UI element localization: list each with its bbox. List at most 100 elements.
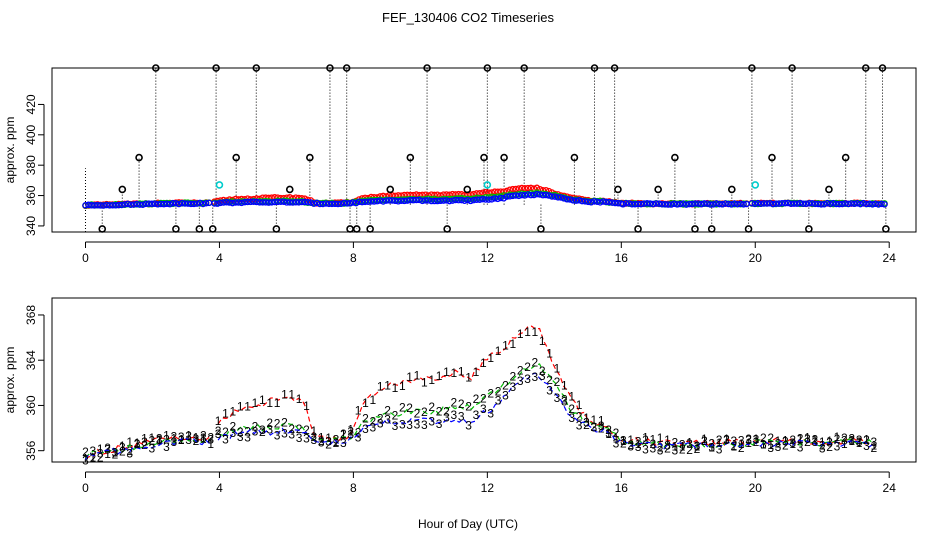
series-1-marker: 1 bbox=[473, 365, 480, 379]
top-series-3-point bbox=[385, 197, 393, 204]
series-2-marker: 2 bbox=[325, 437, 332, 451]
top-series-3-point bbox=[398, 197, 405, 204]
series-1-marker: 1 bbox=[244, 399, 251, 413]
top-series-3-point bbox=[313, 199, 321, 207]
series-1-marker: 1 bbox=[834, 430, 841, 444]
outlier-point bbox=[98, 225, 107, 233]
series-3-marker: 3 bbox=[487, 406, 494, 420]
series-2-line bbox=[85, 437, 211, 458]
series-2-marker: 2 bbox=[207, 431, 214, 445]
outlier-point bbox=[520, 64, 528, 72]
top-series-3-point bbox=[328, 200, 336, 208]
series-3-marker: 3 bbox=[517, 374, 524, 388]
top-series-3-point bbox=[178, 199, 186, 207]
top-series-3-point bbox=[190, 200, 198, 208]
top-series-3-point bbox=[154, 201, 162, 208]
outlier-point bbox=[135, 153, 143, 162]
series-3-marker: 3 bbox=[590, 421, 597, 435]
series-1-marker: 1 bbox=[701, 432, 708, 446]
series-3-marker: 3 bbox=[738, 433, 745, 447]
series-3-marker: 3 bbox=[554, 391, 561, 405]
series-3-marker: 3 bbox=[804, 432, 811, 446]
top-series-1-point bbox=[455, 190, 462, 198]
series-3-marker: 3 bbox=[760, 438, 767, 452]
top-series-3-point bbox=[670, 200, 678, 208]
series-2-marker: 2 bbox=[848, 432, 855, 446]
top-axes: 0 4 8 12 16 20 24 340 360 380 400 420 bbox=[24, 94, 896, 265]
top-series-3-point bbox=[250, 198, 257, 205]
top-series-3-point bbox=[824, 199, 831, 207]
top-series-3-point bbox=[277, 198, 284, 205]
series-3-marker: 3 bbox=[605, 426, 612, 440]
bottom-x-tick-label: 4 bbox=[216, 481, 223, 495]
series-1-marker: 1 bbox=[613, 431, 620, 445]
top-series-3-point bbox=[728, 201, 735, 208]
series-2-marker: 2 bbox=[649, 437, 656, 451]
top-series-3-point bbox=[548, 193, 556, 200]
series-1-marker: 1 bbox=[649, 432, 656, 446]
series-2-marker: 2 bbox=[679, 443, 686, 457]
top-series-3-point bbox=[482, 196, 489, 203]
series-2-marker: 2 bbox=[708, 436, 715, 450]
outlier-point bbox=[825, 185, 833, 194]
series-2-marker: 2 bbox=[392, 408, 399, 422]
outlier-point bbox=[195, 225, 204, 233]
top-y-tick-label: 360 bbox=[24, 185, 38, 205]
top-series-3-point bbox=[310, 200, 318, 207]
series-1-marker: 1 bbox=[546, 347, 553, 361]
outlier-point bbox=[671, 153, 679, 162]
series-2-marker: 2 bbox=[97, 451, 104, 465]
outlier-point bbox=[861, 64, 870, 72]
series-1-marker: 1 bbox=[325, 431, 332, 445]
series-3-marker: 3 bbox=[797, 441, 804, 455]
top-series-3-point bbox=[437, 197, 444, 205]
top-series-3-point bbox=[793, 200, 801, 207]
series-1-marker: 1 bbox=[171, 431, 178, 445]
series-2-marker: 2 bbox=[428, 400, 435, 414]
series-3-marker: 3 bbox=[546, 384, 553, 398]
series-3-marker: 3 bbox=[237, 430, 244, 444]
top-series-1-point bbox=[446, 191, 453, 199]
series-3-marker: 3 bbox=[716, 442, 723, 456]
series-1-marker: 1 bbox=[303, 399, 310, 413]
series-1-marker: 1 bbox=[229, 404, 236, 418]
series-2-marker: 2 bbox=[568, 402, 575, 416]
series-3-marker: 3 bbox=[672, 443, 679, 457]
top-series-3-point bbox=[244, 198, 251, 206]
series-1-marker: 1 bbox=[222, 406, 229, 420]
outlier-point bbox=[691, 225, 699, 233]
series-3-marker: 3 bbox=[156, 433, 163, 447]
top-series-3-point bbox=[370, 198, 378, 205]
series-2-marker: 2 bbox=[377, 412, 384, 426]
series-1-marker: 1 bbox=[465, 370, 472, 384]
bottom-y-tick-label: 356 bbox=[24, 440, 38, 460]
top-series-3-point bbox=[94, 201, 101, 209]
top-series-3-point bbox=[392, 197, 399, 205]
series-3-marker: 3 bbox=[266, 423, 273, 437]
top-series-3-point bbox=[557, 194, 565, 201]
series-1-marker: 1 bbox=[333, 435, 340, 449]
series-3-marker: 3 bbox=[509, 380, 516, 394]
series-2-marker: 2 bbox=[826, 440, 833, 454]
series-1-marker: 1 bbox=[495, 344, 502, 358]
top-series-3-point bbox=[748, 199, 756, 207]
top-series-3-point bbox=[878, 200, 885, 208]
top-series-3-point bbox=[625, 200, 633, 207]
top-series-3-point bbox=[491, 195, 498, 202]
top-series-3-point bbox=[395, 198, 402, 205]
series-2-marker: 2 bbox=[495, 385, 502, 399]
top-x-tick-label: 12 bbox=[481, 251, 495, 265]
series-2-marker: 2 bbox=[333, 436, 340, 450]
series-3-marker: 3 bbox=[296, 431, 303, 445]
series-1-marker: 1 bbox=[266, 396, 273, 410]
top-series-3-point bbox=[814, 200, 822, 208]
series-1-line bbox=[85, 435, 211, 460]
top-series-3-point bbox=[827, 200, 834, 208]
top-series-3-point bbox=[145, 200, 153, 207]
top-series-1-point bbox=[440, 191, 447, 198]
top-series-3-point bbox=[530, 191, 538, 199]
top-series-3-point bbox=[226, 199, 233, 206]
outlier-point bbox=[768, 153, 776, 162]
series-3-marker: 3 bbox=[870, 435, 877, 449]
series-2-marker: 2 bbox=[672, 435, 679, 449]
